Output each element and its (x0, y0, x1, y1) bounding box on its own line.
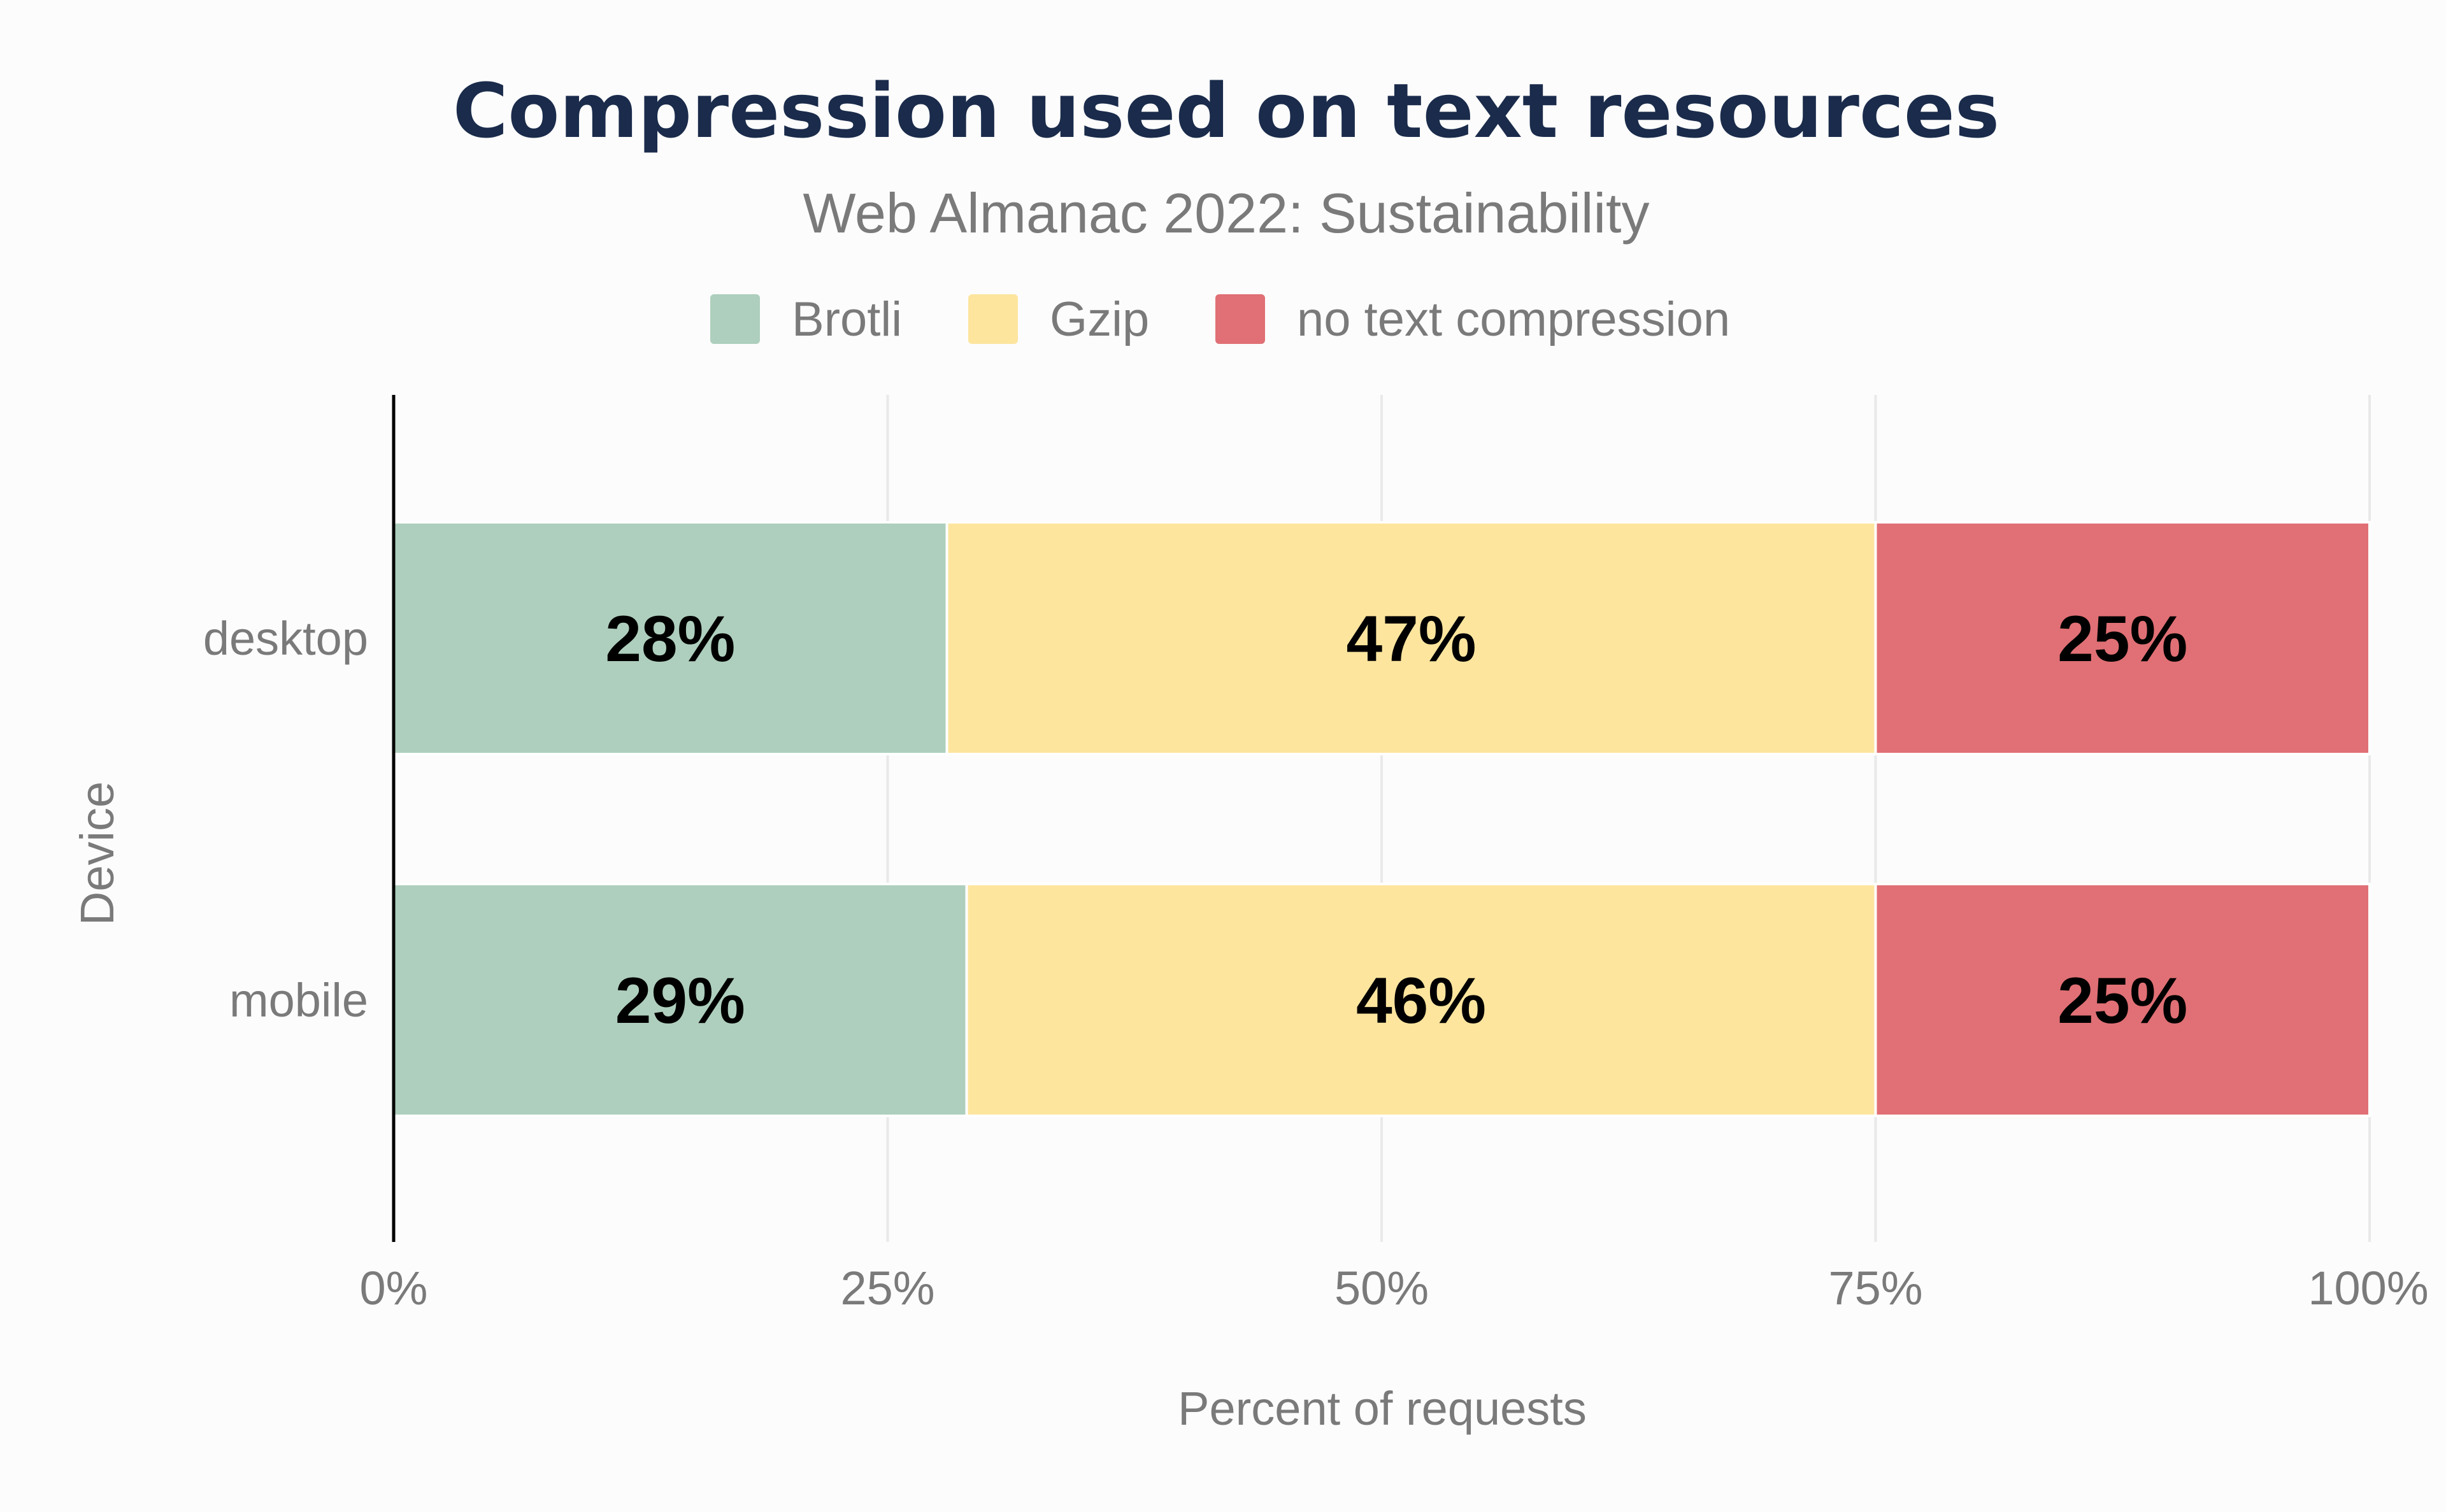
legend-item[interactable]: no text compression (1215, 292, 1730, 346)
bar-desktop-gzip[interactable] (945, 521, 1877, 755)
data-label: 46% (1356, 964, 1486, 1037)
legend-swatch (968, 294, 1018, 344)
x-axis-tick-labels: 0% 25% 50% 75% 100% (360, 1262, 2429, 1315)
x-tick-label: 25% (840, 1262, 934, 1315)
y-tick-label: desktop (203, 612, 368, 665)
legend-item[interactable]: Gzip (968, 292, 1149, 346)
chart-subtitle: Web Almanac 2022: Sustainability (803, 182, 1650, 245)
x-axis-title: Percent of requests (1178, 1382, 1587, 1435)
bar-desktop-no-text-compression[interactable] (1874, 521, 2371, 755)
bar-mobile-gzip[interactable] (965, 883, 1877, 1117)
data-label: 28% (605, 603, 735, 675)
data-label: 47% (1346, 603, 1476, 675)
y-tick-label: mobile (229, 974, 368, 1027)
y-axis-tick-labels: desktop mobile (203, 612, 368, 1027)
bar-mobile-no-text-compression[interactable] (1874, 883, 2371, 1117)
x-tick-label: 75% (1828, 1262, 1922, 1315)
bar-desktop-brotli[interactable] (392, 521, 948, 755)
legend-label: Brotli (792, 292, 902, 346)
legend-label: no text compression (1297, 292, 1730, 346)
x-tick-label: 0% (360, 1262, 428, 1315)
y-axis-title: Device (71, 781, 124, 925)
x-tick-label: 100% (2308, 1262, 2428, 1315)
legend: Brotli Gzip no text compression (710, 292, 1730, 346)
bars (392, 521, 2371, 1117)
bar-mobile-brotli[interactable] (392, 883, 968, 1117)
data-label: 25% (2057, 603, 2187, 675)
legend-swatch (710, 294, 760, 344)
legend-label: Gzip (1050, 292, 1149, 346)
data-label: 29% (615, 964, 745, 1037)
data-label: 25% (2057, 964, 2187, 1037)
x-tick-label: 50% (1334, 1262, 1429, 1315)
chart-title: Compression used on text resources (453, 67, 1999, 155)
legend-swatch (1215, 294, 1265, 344)
data-labels: 28% 47% 25% 29% 46% 25% (605, 603, 2187, 1037)
legend-item[interactable]: Brotli (710, 292, 902, 346)
